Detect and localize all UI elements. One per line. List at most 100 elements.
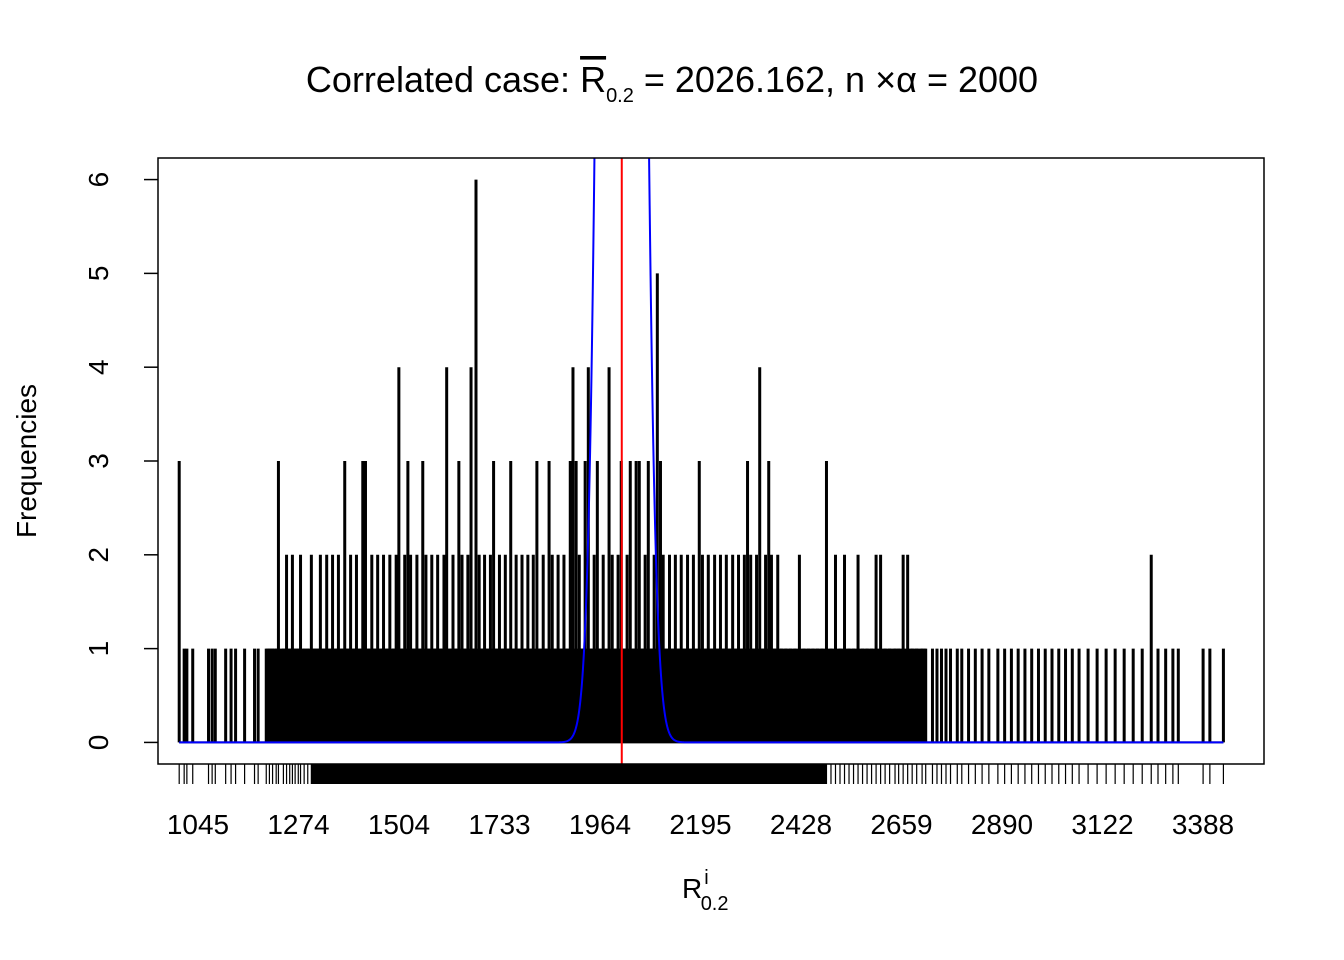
frequency-spike-band: [467, 648, 472, 743]
rug-band: [765, 764, 769, 784]
x-tick-label: 2890: [971, 809, 1033, 840]
frequency-spike-band: [289, 648, 293, 743]
y-axis: 0 1 2 3 4 5 6: [83, 172, 158, 750]
title-times-sign: ×: [875, 59, 896, 100]
frequency-spike-band: [510, 648, 514, 743]
frequency-spike-band: [849, 648, 854, 743]
frequency-spike-band: [768, 648, 772, 743]
rug-band: [705, 764, 709, 784]
frequency-spike-band: [663, 648, 667, 743]
frequency-spike-band: [588, 648, 592, 743]
rug-band: [747, 764, 751, 784]
frequency-spike-band: [446, 648, 450, 743]
frequency-spike-band: [648, 648, 652, 743]
frequency-spike-band: [329, 648, 333, 743]
frequency-spike-band: [606, 648, 610, 743]
frequency-spike-band: [487, 648, 491, 743]
rug-band: [576, 764, 580, 784]
frequency-spike-band: [633, 648, 637, 743]
frequency-spike-band: [527, 648, 532, 743]
rug-band: [540, 764, 544, 784]
frequency-spike-band: [295, 648, 299, 743]
frequency-spike-band: [681, 648, 685, 743]
x-tick-label: 3122: [1071, 809, 1133, 840]
frequency-spike-band: [871, 648, 877, 743]
rug-band: [597, 764, 601, 784]
x-axis-tick-labels: 1045 1274 1504 1733 1964 2195 2428 2659 2890 3122…: [167, 809, 1234, 840]
rug-band: [513, 764, 517, 784]
rug-band: [714, 764, 718, 784]
rug-band: [314, 764, 318, 784]
frequency-spike-band: [657, 648, 661, 743]
frequency-spike-band: [774, 648, 778, 743]
frequency-spike-band: [621, 648, 625, 743]
title-r-symbol: R: [580, 59, 606, 100]
rug-band: [365, 764, 369, 784]
rug-band: [552, 764, 555, 784]
frequency-spike-band: [396, 648, 399, 743]
rug-band: [762, 764, 766, 784]
rug-band: [419, 764, 423, 784]
frequency-spike-band: [416, 648, 420, 743]
rug-band: [484, 764, 488, 784]
rug-band: [717, 764, 721, 784]
x-tick-label: 1274: [267, 809, 329, 840]
frequency-spike-band: [464, 648, 468, 743]
frequency-spike-band: [307, 648, 312, 743]
frequency-spike-band: [858, 648, 863, 743]
density-curve: [179, 158, 1224, 744]
frequency-spike-band: [344, 648, 348, 743]
frequency-spike-band: [594, 648, 598, 743]
frequency-spike-band: [320, 648, 324, 743]
rug-band: [359, 764, 363, 784]
rug-band: [320, 764, 324, 784]
rug-band: [684, 764, 688, 784]
frequency-spike-band: [434, 648, 438, 743]
rug-band: [518, 764, 523, 784]
frequency-spike-band: [543, 648, 546, 743]
frequency-spike-band: [880, 648, 886, 743]
frequency-spike-band: [335, 648, 339, 743]
frequency-spike-band: [732, 648, 736, 743]
rug-band: [585, 764, 589, 784]
frequency-spike-band: [455, 648, 459, 743]
frequency-spike-band: [702, 648, 706, 743]
frequency-spike-band: [437, 648, 441, 743]
frequency-spike-band: [567, 648, 571, 743]
frequency-spike-band: [790, 648, 795, 743]
rug-band: [446, 764, 450, 784]
frequency-spike-band: [744, 648, 748, 743]
frequency-spike-band: [493, 648, 497, 743]
rug-band: [794, 764, 800, 784]
rug-band: [431, 764, 435, 784]
frequency-spike-band: [753, 648, 757, 743]
frequency-spike-band: [591, 648, 595, 743]
frequency-spike-band: [531, 648, 534, 743]
chart-title: Correlated case: R0.2 = 2026.162, n ×α =…: [306, 59, 1038, 107]
frequency-spike-band: [440, 648, 444, 743]
frequency-spike-band: [443, 648, 447, 743]
frequency-spike-band: [821, 648, 827, 743]
frequency-spike-band: [762, 648, 766, 743]
frequency-spike-band: [699, 648, 703, 743]
frequency-spike-band: [304, 648, 308, 743]
frequency-spike-band: [844, 648, 850, 743]
rug-band: [481, 764, 485, 784]
x-label-r-symbol: R: [682, 873, 702, 904]
rug-band: [594, 764, 598, 784]
y-tick-label: 3: [83, 453, 114, 469]
rug-band: [627, 764, 631, 784]
rug-band: [693, 764, 697, 784]
frequency-spike-band: [332, 648, 336, 743]
rug-band: [356, 764, 360, 784]
frequency-spike-band: [278, 648, 284, 743]
frequency-spike-band: [350, 648, 354, 743]
rug-band: [401, 764, 405, 784]
frequency-spike-band: [720, 648, 724, 743]
rug-band: [606, 764, 610, 784]
y-tick-label: 6: [83, 172, 114, 188]
rug-band: [329, 764, 333, 784]
rug-band: [781, 764, 786, 784]
frequency-spike-band: [840, 648, 845, 743]
